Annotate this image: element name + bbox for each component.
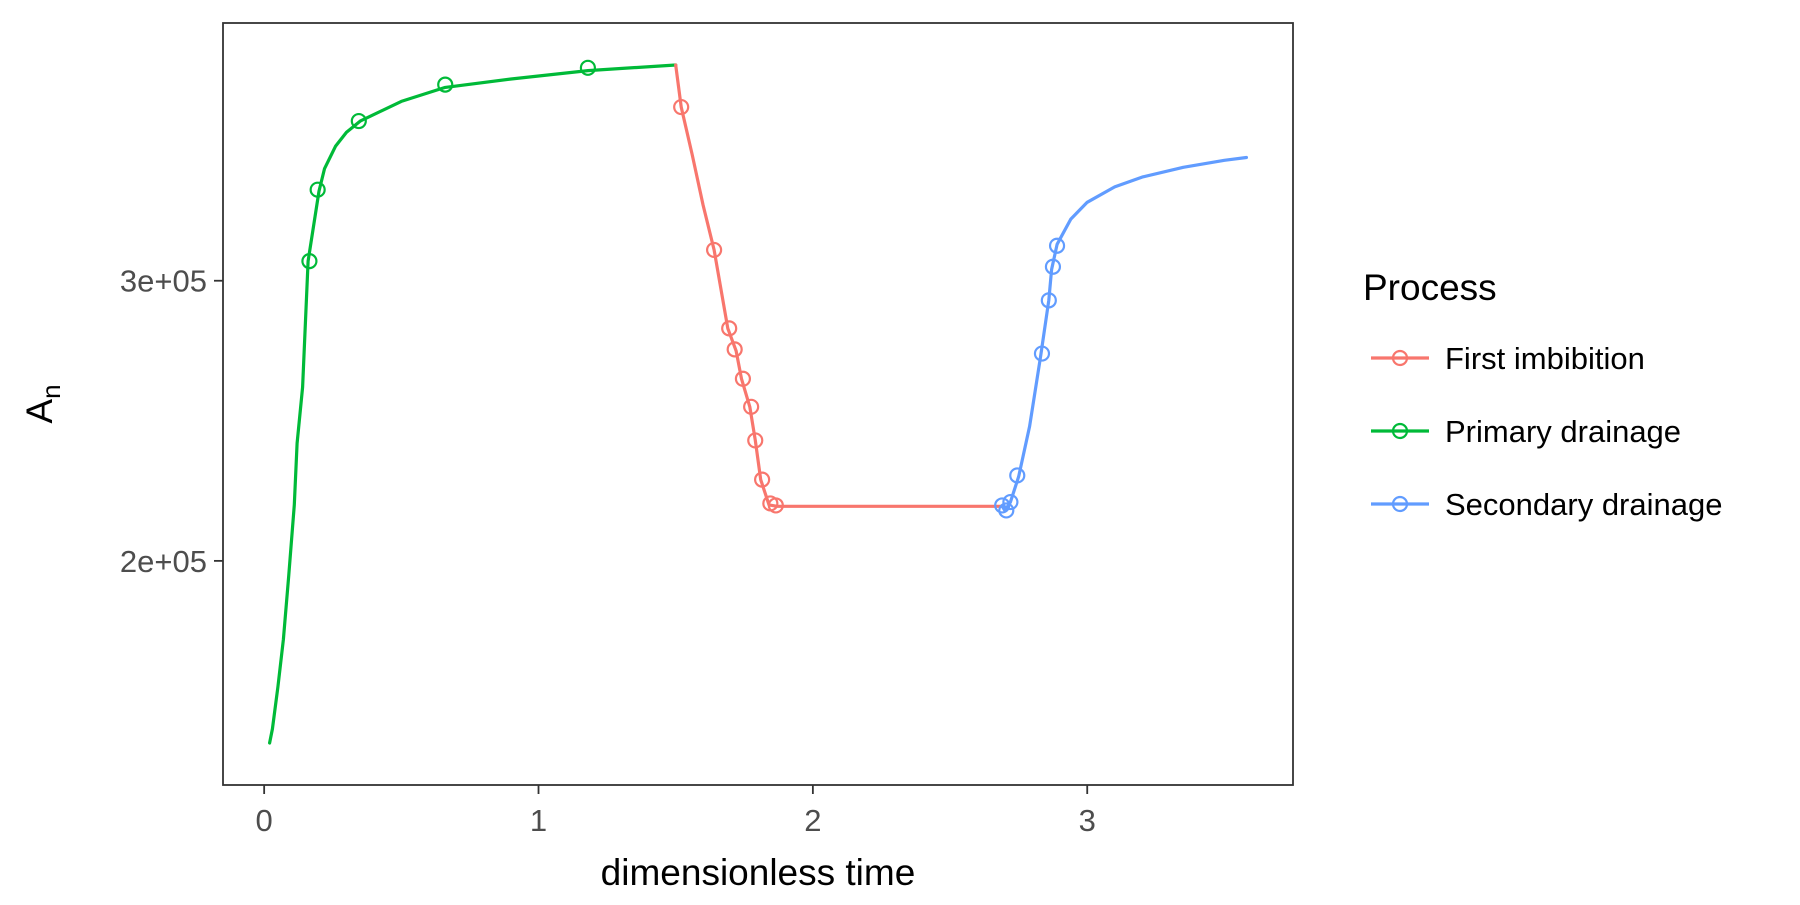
series-first-imbibition bbox=[673, 63, 1004, 514]
legend-item-primary-drainage: Primary drainage bbox=[1371, 414, 1681, 449]
data-point-secondary-drainage bbox=[1033, 345, 1051, 362]
series-layer bbox=[268, 59, 1248, 745]
legend-key-point bbox=[1391, 422, 1409, 440]
x-axis-title: dimensionless time bbox=[601, 852, 916, 893]
legend-item-secondary-drainage: Secondary drainage bbox=[1371, 487, 1722, 522]
y-axis-title-main: A bbox=[19, 399, 60, 424]
data-point-primary-drainage bbox=[301, 253, 318, 270]
data-point-secondary-drainage bbox=[998, 502, 1015, 519]
data-point-secondary-drainage bbox=[1044, 258, 1062, 275]
data-point-primary-drainage bbox=[350, 112, 367, 130]
series-line-first-imbibition bbox=[674, 63, 1004, 508]
x-tick-label: 1 bbox=[530, 803, 547, 838]
legend-key-point bbox=[1391, 495, 1409, 513]
y-tick-label: 3e+05 bbox=[120, 264, 207, 299]
data-point-secondary-drainage bbox=[1040, 292, 1057, 309]
data-point-primary-drainage bbox=[437, 76, 454, 93]
series-line-secondary-drainage bbox=[1000, 155, 1248, 513]
y-axis-title: An bbox=[19, 384, 66, 423]
data-point-first-imbibition bbox=[673, 98, 690, 116]
data-point-first-imbibition bbox=[743, 398, 760, 415]
data-point-first-imbibition bbox=[754, 471, 771, 488]
y-axis-title-subscript: n bbox=[36, 384, 66, 398]
data-point-primary-drainage bbox=[309, 181, 326, 198]
x-axis: 0 1 2 3 bbox=[256, 785, 1096, 838]
data-point-first-imbibition bbox=[747, 432, 764, 449]
data-point-primary-drainage bbox=[579, 59, 596, 76]
x-tick-label: 2 bbox=[804, 803, 821, 838]
legend-item-first-imbibition: First imbibition bbox=[1371, 341, 1645, 376]
legend-label: Secondary drainage bbox=[1445, 487, 1722, 522]
series-primary-drainage bbox=[268, 59, 678, 745]
data-point-first-imbibition bbox=[726, 341, 743, 358]
legend-key-point bbox=[1391, 349, 1409, 367]
data-point-secondary-drainage bbox=[1002, 493, 1019, 511]
data-point-first-imbibition bbox=[721, 320, 738, 337]
legend-label: Primary drainage bbox=[1445, 414, 1681, 449]
data-point-first-imbibition bbox=[734, 370, 752, 387]
legend: Process First imbibition Primary drainage… bbox=[1363, 267, 1722, 522]
y-tick-label: 2e+05 bbox=[120, 544, 207, 579]
data-point-secondary-drainage bbox=[994, 497, 1011, 514]
legend-label: First imbibition bbox=[1445, 341, 1645, 376]
x-tick-label: 0 bbox=[256, 803, 273, 838]
data-point-first-imbibition bbox=[706, 241, 723, 259]
series-line-primary-drainage bbox=[268, 63, 678, 745]
plot-area bbox=[222, 22, 1294, 786]
x-tick-label: 3 bbox=[1079, 803, 1096, 838]
legend-title: Process bbox=[1363, 267, 1497, 308]
data-point-secondary-drainage bbox=[1048, 237, 1066, 254]
y-axis: 2e+05 3e+05 bbox=[120, 264, 223, 579]
series-secondary-drainage bbox=[994, 155, 1248, 519]
data-point-secondary-drainage bbox=[1009, 467, 1026, 484]
data-point-first-imbibition bbox=[767, 497, 784, 514]
